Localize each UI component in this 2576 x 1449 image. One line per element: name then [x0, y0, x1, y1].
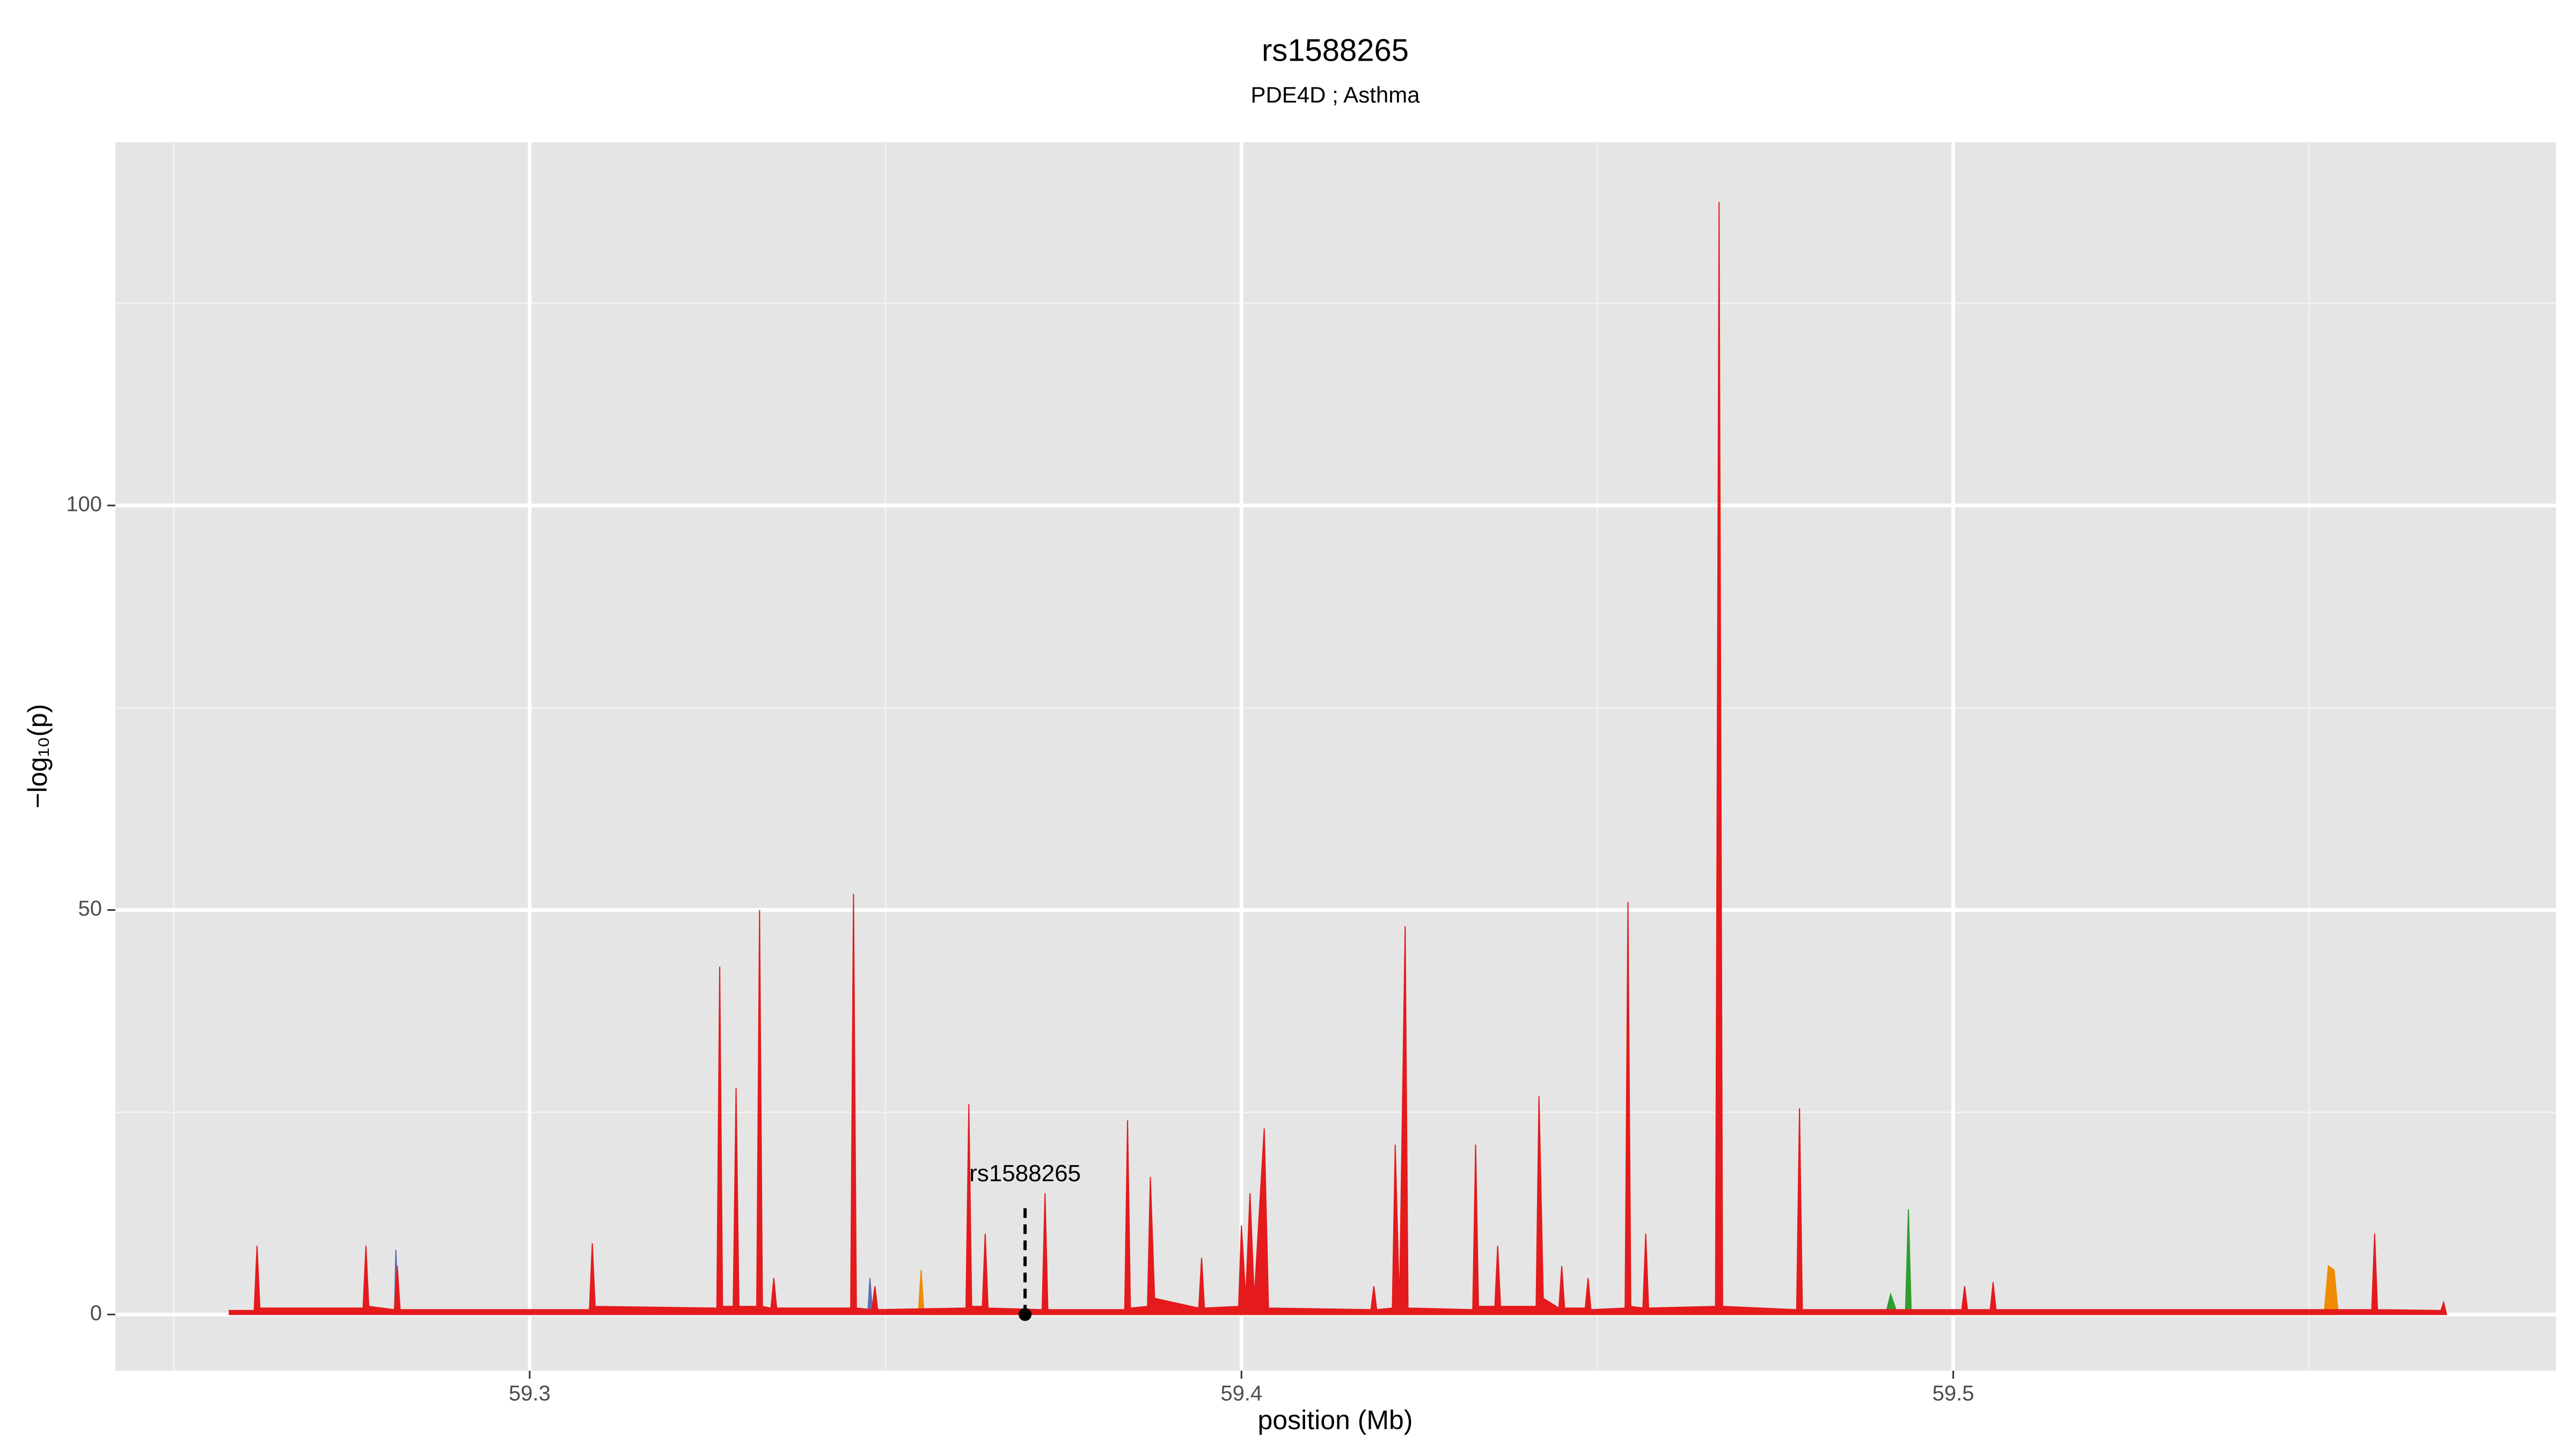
y-tick-label: 50 — [78, 897, 103, 920]
area — [918, 1265, 2339, 1315]
annotation-label: rs1588265 — [969, 1160, 1081, 1187]
chart-subtitle: PDE4D ; Asthma — [1250, 82, 1420, 107]
y-axis-title: −log₁₀(p) — [23, 704, 53, 809]
y-tick-label: 0 — [90, 1301, 102, 1325]
annotation-point — [1019, 1308, 1032, 1321]
chart-title: rs1588265 — [1262, 33, 1409, 68]
y-tick-label: 100 — [66, 492, 102, 516]
area — [229, 202, 2448, 1315]
x-tick-label: 59.4 — [1220, 1382, 1262, 1406]
plot-background — [115, 142, 2556, 1371]
x-tick-label: 59.3 — [509, 1382, 551, 1406]
x-tick-label: 59.5 — [1933, 1382, 1974, 1406]
x-axis-title: position (Mb) — [1258, 1405, 1413, 1435]
